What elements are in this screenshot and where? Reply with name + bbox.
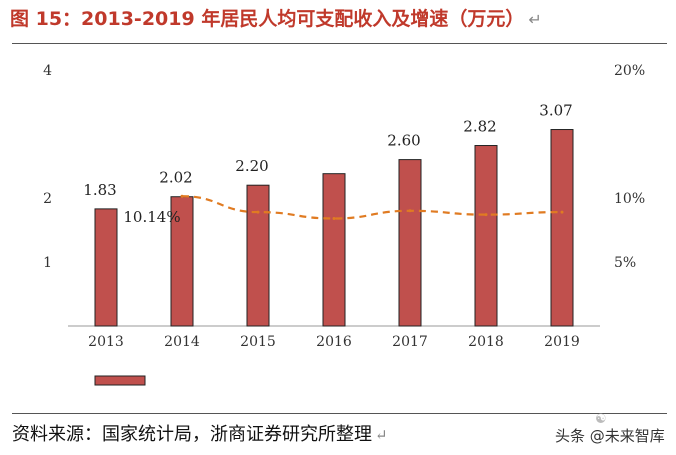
- watermark-logo-icon: ☯: [595, 412, 607, 427]
- x-tick-label: 2017: [392, 334, 428, 350]
- growth-point: [256, 210, 260, 214]
- bar: [474, 145, 498, 327]
- watermark: 头条 @未来智库: [555, 427, 665, 445]
- bar-value-label: 1.83: [83, 181, 116, 199]
- paragraph-mark-icon: ↵: [528, 10, 542, 29]
- source-text: 资料来源：国家统计局，浙商证券研究所整理: [12, 424, 372, 445]
- x-tick-label: 2014: [164, 334, 200, 350]
- chart-title: 图 15：2013-2019 年居民人均可支配收入及增速（万元） ↵: [10, 4, 542, 31]
- y-right-tick-label: 10%: [614, 191, 645, 207]
- paragraph-mark-icon: ↵: [375, 426, 388, 444]
- growth-point: [484, 213, 488, 217]
- bar: [398, 159, 422, 327]
- x-tick-label: 2018: [468, 334, 504, 350]
- bar-value-label: 2.60: [387, 132, 420, 150]
- top-rule: [12, 43, 667, 44]
- growth-point: [560, 210, 564, 214]
- x-tick-label: 2019: [544, 334, 580, 350]
- bar: [94, 208, 118, 327]
- bar: [550, 129, 574, 327]
- x-tick-label: 2016: [316, 334, 352, 350]
- y-right-tick-label: 20%: [614, 63, 645, 79]
- bar-value-label: 2.82: [463, 118, 496, 136]
- bar: [246, 184, 270, 327]
- growth-point: [180, 194, 184, 198]
- y-left-tick-label: 4: [43, 63, 52, 79]
- bar: [322, 173, 346, 327]
- x-tick-label: 2015: [240, 334, 276, 350]
- source-note: 资料来源：国家统计局，浙商证券研究所整理 ↵: [12, 420, 388, 446]
- growth-line: [181, 195, 563, 220]
- y-right-tick-label: 5%: [614, 255, 636, 271]
- y-left-tick-label: 1: [43, 255, 52, 271]
- title-text: 图 15：2013-2019 年居民人均可支配收入及增速（万元）: [10, 8, 525, 30]
- growth-value-label: 10.14%: [123, 208, 180, 226]
- y-left-tick-label: 2: [43, 191, 52, 207]
- x-tick-label: 2013: [88, 334, 124, 350]
- growth-point: [332, 216, 336, 220]
- growth-point: [408, 209, 412, 213]
- bar-value-label: 2.02: [159, 169, 192, 187]
- bar-value-label: 3.07: [539, 102, 572, 120]
- bottom-rule: [12, 413, 667, 414]
- legend-swatch: [94, 375, 146, 386]
- bar-value-label: 2.20: [235, 157, 268, 175]
